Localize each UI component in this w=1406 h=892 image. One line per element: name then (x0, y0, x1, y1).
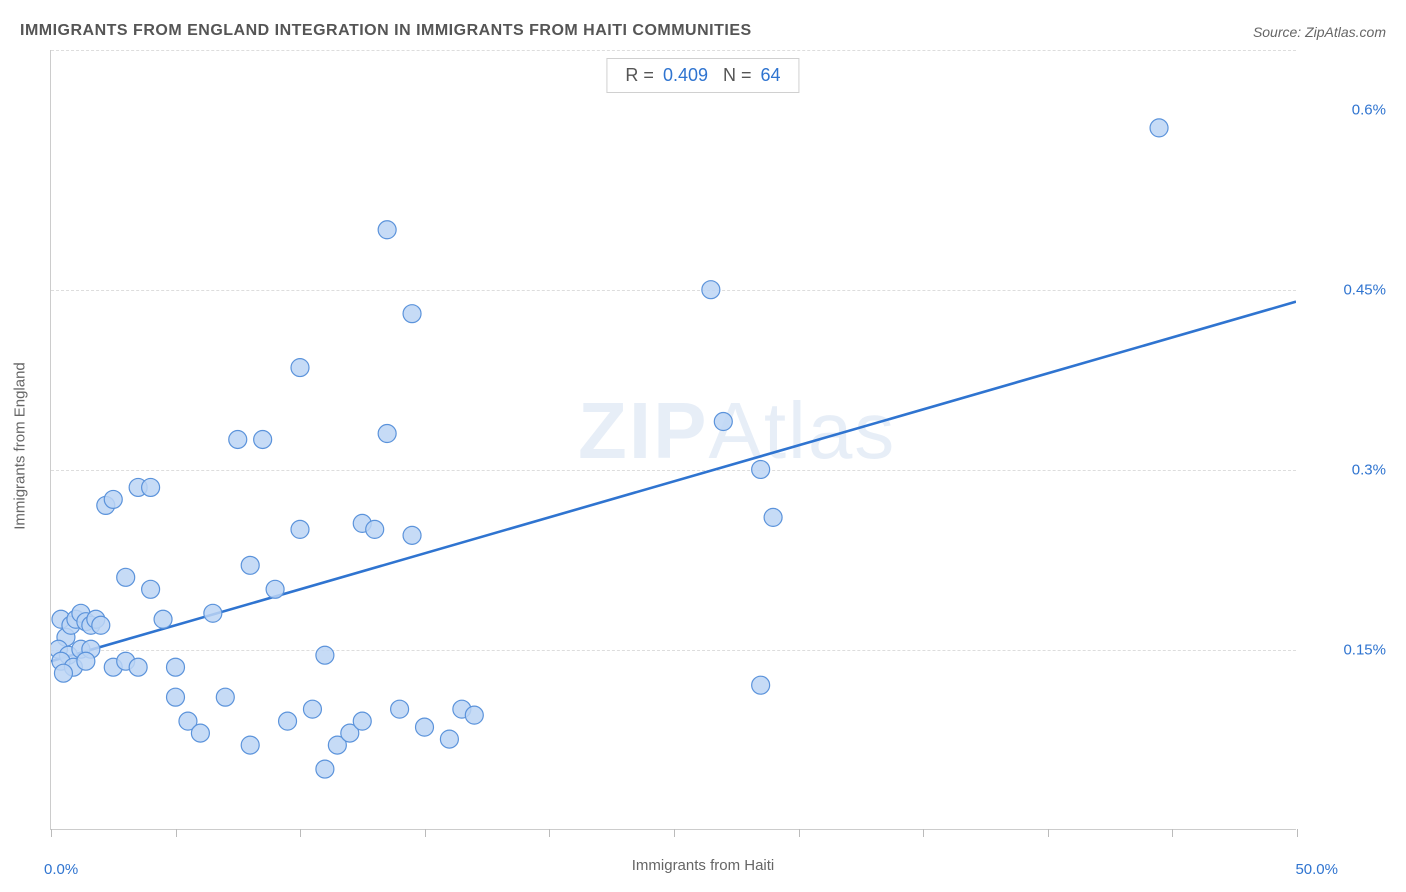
r-value: 0.409 (663, 65, 708, 85)
data-point (254, 431, 272, 449)
data-point (167, 658, 185, 676)
x-tick (1297, 829, 1298, 837)
x-max-label: 50.0% (1295, 861, 1338, 878)
source-attribution: Source: ZipAtlas.com (1253, 24, 1386, 40)
trendline (51, 302, 1296, 662)
data-point (167, 688, 185, 706)
y-tick-label: 0.6% (1306, 102, 1386, 119)
data-point (353, 712, 371, 730)
x-tick (549, 829, 550, 837)
x-tick (1048, 829, 1049, 837)
data-point (303, 700, 321, 718)
y-tick-label: 0.15% (1306, 642, 1386, 659)
data-point (752, 460, 770, 478)
x-min-label: 0.0% (44, 861, 78, 878)
data-point (129, 658, 147, 676)
data-point (378, 221, 396, 239)
n-label: N = (723, 65, 752, 85)
y-tick-label: 0.45% (1306, 282, 1386, 299)
data-point (764, 508, 782, 526)
data-point (142, 478, 160, 496)
chart-title: IMMIGRANTS FROM ENGLAND INTEGRATION IN I… (20, 22, 752, 40)
stats-box: R = 0.409 N = 64 (606, 58, 799, 93)
data-point (378, 425, 396, 443)
data-point (191, 724, 209, 742)
data-point (403, 305, 421, 323)
data-point (752, 676, 770, 694)
data-point (279, 712, 297, 730)
x-tick (300, 829, 301, 837)
data-point (702, 281, 720, 299)
data-point (403, 526, 421, 544)
data-point (216, 688, 234, 706)
data-point (316, 646, 334, 664)
data-point (465, 706, 483, 724)
data-point (54, 664, 72, 682)
data-point (266, 580, 284, 598)
data-point (229, 431, 247, 449)
data-point (291, 520, 309, 538)
data-point (316, 760, 334, 778)
x-tick (1172, 829, 1173, 837)
scatter-plot-svg (51, 50, 1296, 829)
data-point (1150, 119, 1168, 137)
data-point (241, 556, 259, 574)
data-point (416, 718, 434, 736)
data-point (440, 730, 458, 748)
x-tick (176, 829, 177, 837)
x-tick (51, 829, 52, 837)
data-point (92, 616, 110, 634)
x-tick (425, 829, 426, 837)
x-axis-label: Immigrants from Haiti (632, 857, 775, 874)
data-point (714, 413, 732, 431)
data-point (154, 610, 172, 628)
n-value: 64 (761, 65, 781, 85)
x-tick (799, 829, 800, 837)
data-point (241, 736, 259, 754)
plot-area: ZIPAtlas 0.15%0.3%0.45%0.6% (50, 50, 1296, 830)
y-axis-label: Immigrants from England (12, 362, 29, 530)
data-point (77, 652, 95, 670)
x-tick (923, 829, 924, 837)
data-point (366, 520, 384, 538)
y-tick-label: 0.3% (1306, 462, 1386, 479)
data-point (391, 700, 409, 718)
data-point (117, 568, 135, 586)
data-point (291, 359, 309, 377)
x-tick (674, 829, 675, 837)
data-point (104, 490, 122, 508)
data-point (204, 604, 222, 622)
r-label: R = (625, 65, 654, 85)
data-point (142, 580, 160, 598)
